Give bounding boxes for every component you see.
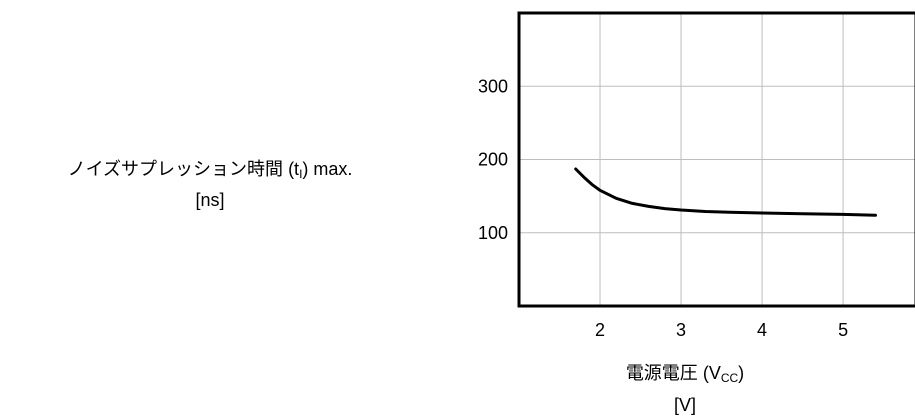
y-axis-unit: [ns] xyxy=(195,190,225,210)
x-axis-symbol-close: ) xyxy=(738,363,745,383)
x-tick-label: 4 xyxy=(757,320,767,340)
y-axis-symbol-close: ) max. xyxy=(302,159,353,179)
x-axis-unit: [V] xyxy=(673,395,696,415)
y-tick-label: 100 xyxy=(478,223,508,243)
x-tick-labels: 2 3 4 5 xyxy=(595,320,848,340)
x-tick-label: 2 xyxy=(595,320,605,340)
y-axis-symbol-open: (t xyxy=(288,159,300,179)
y-tick-labels: 100 200 300 xyxy=(478,76,508,243)
plot-frame xyxy=(517,11,915,308)
x-tick-label: 5 xyxy=(838,320,848,340)
x-axis-symbol-open: (V xyxy=(702,363,721,383)
y-axis-title: ノイズサプレッション時間 xyxy=(67,159,284,179)
y-tick-label: 200 xyxy=(478,150,508,170)
grid-lines xyxy=(519,13,915,306)
x-tick-label: 3 xyxy=(676,320,686,340)
y-tick-label: 300 xyxy=(478,76,508,96)
x-axis-label: 電源電圧 (VCC) [V] xyxy=(560,360,810,419)
y-axis-symbol-sub: I xyxy=(299,167,303,181)
series-line-0 xyxy=(574,167,877,217)
series-curve xyxy=(574,167,877,217)
x-axis-title: 電源電圧 xyxy=(625,363,698,383)
y-axis-label: ノイズサプレッション時間 (tI) max. [ns] xyxy=(0,156,420,213)
x-axis-symbol-sub: CC xyxy=(720,371,739,385)
